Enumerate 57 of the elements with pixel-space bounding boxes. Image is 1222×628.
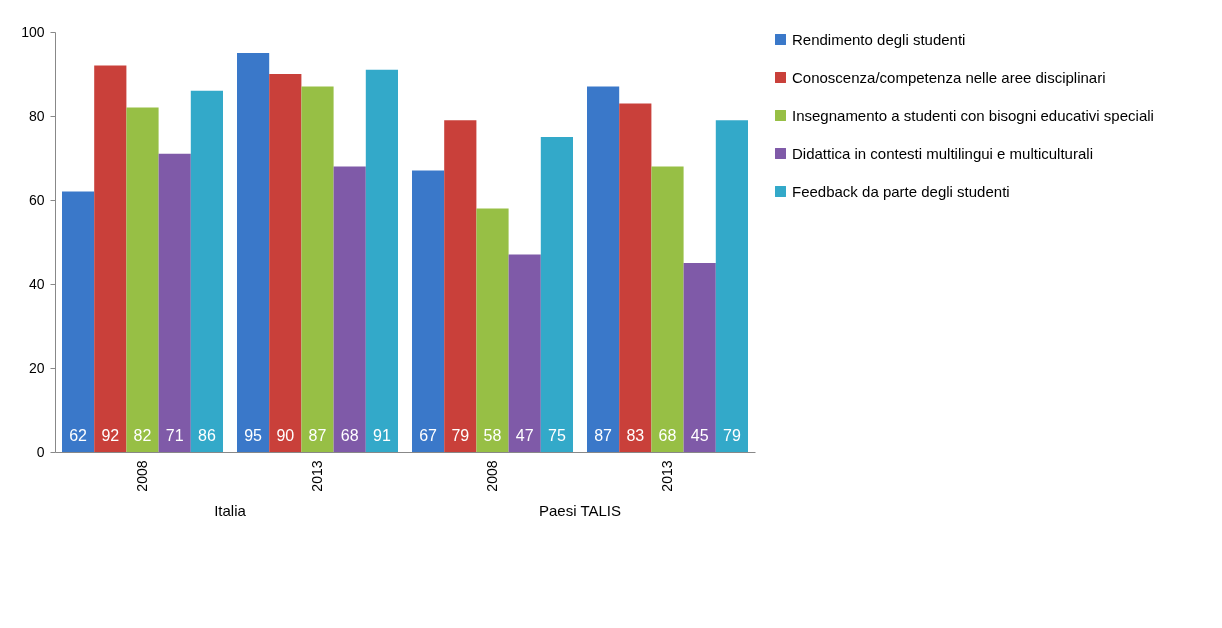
- data-label: 58: [483, 427, 502, 444]
- bar: [444, 120, 477, 452]
- data-label: 71: [165, 427, 184, 444]
- y-tick-label: 20: [28, 359, 45, 376]
- data-label: 82: [133, 427, 152, 444]
- text: Paesi TALIS: [539, 502, 621, 519]
- bar: [237, 53, 270, 452]
- x-tick-label: 2013: [308, 460, 325, 492]
- data-label: 90: [276, 427, 295, 444]
- data-label: 87: [594, 427, 613, 444]
- data-label: 67: [419, 427, 438, 444]
- y-tick-label: 0: [36, 443, 45, 460]
- bar: [190, 90, 223, 452]
- y-tick-label: 100: [21, 23, 45, 40]
- bar: [540, 137, 573, 452]
- bar: [94, 65, 127, 452]
- y-tick-label: 60: [28, 191, 45, 208]
- bar: [301, 86, 334, 452]
- x-tick-label: 2008: [133, 460, 150, 492]
- bar: [508, 254, 541, 452]
- bar: [126, 107, 159, 452]
- bar: [715, 120, 748, 452]
- bar: [62, 191, 95, 452]
- data-label: 62: [69, 427, 88, 444]
- data-label: 87: [308, 427, 327, 444]
- data-label: 91: [373, 427, 391, 444]
- bar: [158, 153, 191, 452]
- bar: [269, 74, 302, 452]
- data-label: 92: [101, 427, 120, 444]
- x-tick-label: 2008: [483, 460, 500, 492]
- legend-label: Didattica in contesti multilingui e multiculturali: [792, 144, 1093, 162]
- legend-label: Conoscenza/competenza nelle aree disciplinari: [792, 68, 1106, 86]
- data-label: 86: [198, 427, 216, 444]
- y-tick-label: 40: [28, 275, 45, 292]
- legend-label: Rendimento degli studenti: [792, 30, 966, 48]
- text: Italia: [214, 502, 247, 519]
- data-label: 68: [658, 427, 677, 444]
- legend-label: Feedback da parte degli studenti: [792, 182, 1010, 200]
- data-label: 75: [548, 427, 566, 444]
- data-label: 95: [244, 427, 263, 444]
- data-label: 79: [451, 427, 470, 444]
- data-label: 45: [690, 427, 709, 444]
- bar: [651, 166, 684, 452]
- bar: [476, 208, 509, 452]
- data-label: 68: [340, 427, 359, 444]
- bar: [619, 103, 652, 452]
- bar: [587, 86, 620, 452]
- legend-label: Insegnamento a studenti con bisogni educativi speciali: [792, 106, 1154, 124]
- bar: [412, 170, 445, 452]
- y-tick-label: 80: [28, 107, 45, 124]
- bar: [683, 263, 716, 452]
- data-label: 47: [515, 427, 534, 444]
- bar: [333, 166, 366, 452]
- data-label: 83: [626, 427, 645, 444]
- data-label: 79: [723, 427, 741, 444]
- x-tick-label: 2013: [658, 460, 675, 492]
- bar: [365, 69, 398, 452]
